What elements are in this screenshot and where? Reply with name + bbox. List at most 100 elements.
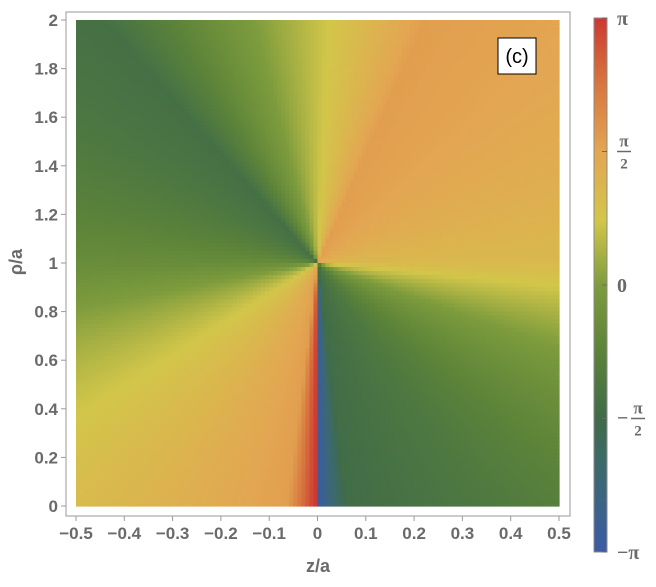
heatmap-cell <box>550 113 556 118</box>
heatmap-cell <box>313 40 319 45</box>
heatmap-cell <box>204 56 210 62</box>
heatmap-cell <box>289 84 294 90</box>
heatmap-cell <box>474 165 480 171</box>
heatmap-cell <box>550 48 556 53</box>
heatmap-cell <box>168 121 174 126</box>
heatmap-cell <box>538 88 544 94</box>
heatmap-cell <box>293 84 298 90</box>
heatmap-cell <box>188 80 194 86</box>
heatmap-cell <box>426 44 431 49</box>
heatmap-cell <box>232 129 238 134</box>
heatmap-cell <box>550 182 556 187</box>
heatmap-cell <box>349 125 355 130</box>
heatmap-cell <box>313 36 319 41</box>
heatmap-cell <box>450 165 455 171</box>
heatmap-cell <box>538 40 544 45</box>
heatmap-cell <box>136 60 142 66</box>
heatmap-cell <box>305 36 311 41</box>
heatmap-cell <box>474 157 480 163</box>
heatmap-cell <box>172 24 178 29</box>
heatmap-cell <box>514 173 520 179</box>
heatmap-cell <box>462 28 468 33</box>
heatmap-cell <box>257 40 262 45</box>
heatmap-cell <box>80 32 85 37</box>
heatmap-cell <box>546 129 552 134</box>
heatmap-cell <box>220 149 226 155</box>
heatmap-cell <box>301 153 307 159</box>
heatmap-cell <box>402 141 407 147</box>
heatmap-cell <box>406 92 411 98</box>
heatmap-cell <box>152 186 158 191</box>
heatmap-cell <box>293 36 298 41</box>
heatmap-cell <box>220 40 226 45</box>
heatmap-cell <box>204 48 210 53</box>
heatmap-cell <box>100 56 105 62</box>
heatmap-cell <box>196 56 202 62</box>
heatmap-cell <box>249 177 254 183</box>
heatmap-cell <box>450 153 455 159</box>
heatmap-cell <box>204 88 210 94</box>
heatmap-cell <box>418 113 423 118</box>
heatmap-cell <box>120 137 125 143</box>
heatmap-cell <box>393 137 399 143</box>
heatmap-cell <box>470 88 476 94</box>
heatmap-cell <box>554 117 560 122</box>
heatmap-cell <box>228 133 234 139</box>
heatmap-cell <box>245 84 250 90</box>
heatmap-cell <box>297 161 303 167</box>
heatmap-cell <box>164 72 170 78</box>
heatmap-cell <box>442 48 447 53</box>
heatmap-cell <box>434 161 439 167</box>
heatmap-cell <box>192 117 198 122</box>
heatmap-cell <box>502 121 508 126</box>
heatmap-cell <box>365 96 371 102</box>
heatmap-cell <box>301 105 307 110</box>
heatmap-cell <box>438 121 443 126</box>
heatmap-cell <box>237 76 242 82</box>
heatmap-cell <box>160 173 166 179</box>
heatmap-cell <box>466 64 472 70</box>
heatmap-cell <box>200 52 206 58</box>
heatmap-cell <box>341 141 347 147</box>
heatmap-cell <box>208 182 214 187</box>
heatmap-cell <box>550 80 556 86</box>
heatmap-cell <box>108 40 113 45</box>
heatmap-cell <box>490 32 496 37</box>
heatmap-cell <box>426 133 431 139</box>
heatmap-cell <box>410 48 415 53</box>
heatmap-cell <box>148 137 154 143</box>
heatmap-cell <box>212 80 218 86</box>
heatmap-cell <box>506 177 512 183</box>
heatmap-cell <box>216 52 222 58</box>
heatmap-cell <box>224 182 230 187</box>
heatmap-cell <box>232 48 238 53</box>
heatmap-cell <box>112 84 117 90</box>
heatmap-cell <box>462 133 468 139</box>
heatmap-cell <box>285 56 290 62</box>
heatmap-cell <box>498 76 504 82</box>
heatmap-cell <box>454 182 459 187</box>
heatmap-cell <box>289 169 294 175</box>
heatmap-cell <box>180 96 186 102</box>
heatmap-cell <box>345 109 351 114</box>
heatmap-cell <box>442 92 447 98</box>
heatmap-cell <box>144 109 150 114</box>
heatmap-cell <box>478 52 484 58</box>
heatmap-cell <box>333 32 339 37</box>
heatmap-cell <box>168 141 174 147</box>
heatmap-cell <box>546 133 552 139</box>
heatmap-cell <box>393 56 399 62</box>
heatmap-cell <box>140 40 146 45</box>
heatmap-cell <box>478 68 484 74</box>
heatmap-cell <box>422 153 427 159</box>
heatmap-cell <box>281 153 286 159</box>
heatmap-cell <box>261 149 266 155</box>
heatmap-cell <box>184 141 190 147</box>
heatmap-cell <box>128 177 133 183</box>
heatmap-cell <box>228 186 234 191</box>
heatmap-cell <box>216 72 222 78</box>
heatmap-cell <box>192 92 198 98</box>
heatmap-cell <box>442 145 447 151</box>
heatmap-cell <box>329 60 335 66</box>
heatmap-cell <box>116 145 121 151</box>
